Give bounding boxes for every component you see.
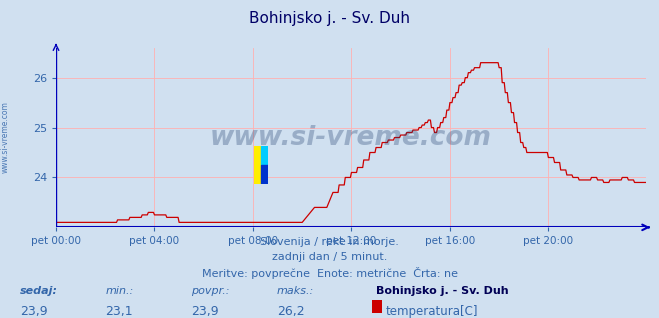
Text: www.si-vreme.com: www.si-vreme.com xyxy=(1,101,10,173)
Text: 23,9: 23,9 xyxy=(20,305,47,318)
Text: Meritve: povprečne  Enote: metrične  Črta: ne: Meritve: povprečne Enote: metrične Črta:… xyxy=(202,267,457,280)
Text: temperatura[C]: temperatura[C] xyxy=(386,305,478,318)
Text: sedaj:: sedaj: xyxy=(20,286,58,296)
Text: 23,1: 23,1 xyxy=(105,305,133,318)
Text: Bohinjsko j. - Sv. Duh: Bohinjsko j. - Sv. Duh xyxy=(376,286,508,296)
Text: Bohinjsko j. - Sv. Duh: Bohinjsko j. - Sv. Duh xyxy=(249,11,410,26)
Bar xyxy=(261,146,268,165)
Text: povpr.:: povpr.: xyxy=(191,286,229,296)
Bar xyxy=(254,146,261,184)
Text: min.:: min.: xyxy=(105,286,134,296)
Text: 23,9: 23,9 xyxy=(191,305,219,318)
Text: zadnji dan / 5 minut.: zadnji dan / 5 minut. xyxy=(272,252,387,262)
Text: Slovenija / reke in morje.: Slovenija / reke in morje. xyxy=(260,237,399,247)
Text: 26,2: 26,2 xyxy=(277,305,304,318)
Text: maks.:: maks.: xyxy=(277,286,314,296)
Text: www.si-vreme.com: www.si-vreme.com xyxy=(210,125,492,150)
Bar xyxy=(261,165,268,184)
